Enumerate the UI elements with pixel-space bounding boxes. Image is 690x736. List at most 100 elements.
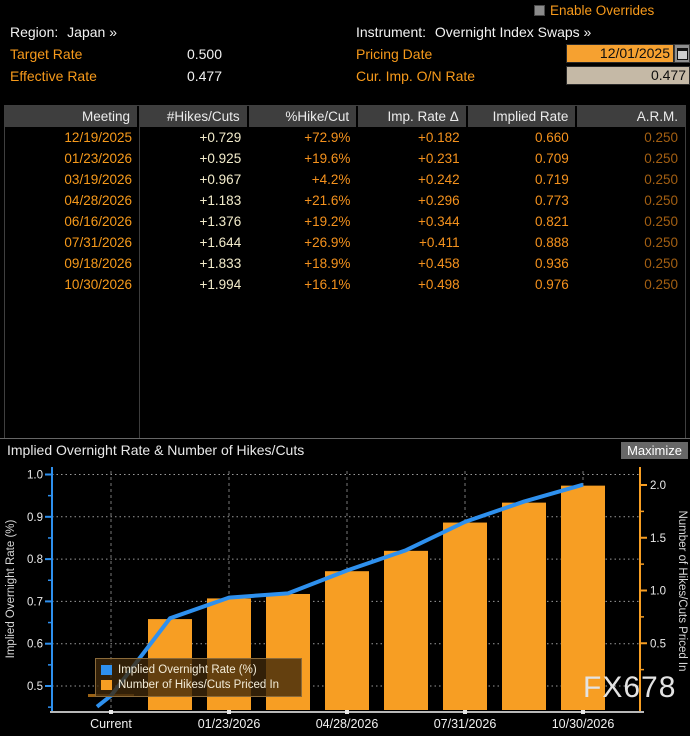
table-row: 03/19/2026 +0.967 +4.2% +0.242 0.719 0.250 [5,169,685,190]
left-tick-label: 0.8 [27,554,43,566]
right-tick-label: 0.5 [650,638,666,650]
table-cell: +0.458 [417,256,460,271]
table-cell: 0.250 [644,256,679,271]
table-row: 04/28/2026 +1.183 +21.6% +0.296 0.773 0.250 [5,190,685,211]
left-tick-label: 0.9 [27,512,43,524]
right-tick-label: 2.0 [650,480,666,492]
effective-rate-label: Effective Rate [10,68,97,84]
table-cell: 0.250 [644,235,679,250]
table-row: 10/30/2026 +1.994 +16.1% +0.498 0.976 0.250 [5,274,685,295]
calendar-button[interactable] [674,44,690,63]
table-cell: 0.821 [535,214,569,229]
column-header: Imp. Rate Δ [358,106,468,127]
table-cell: +0.231 [417,151,460,166]
table-cell: 0.936 [535,256,569,271]
cur-imp-on-rate-input[interactable]: 0.477 [566,66,690,85]
x-tick-label: 01/23/2026 [198,717,261,731]
table-cell: 0.250 [644,151,679,166]
legend-item-line: Implied Overnight Rate (%) [101,662,297,677]
table-cell: +0.967 [199,172,242,187]
table-row: 01/23/2026 +0.925 +19.6% +0.231 0.709 0.250 [5,148,685,169]
enable-overrides-checkbox[interactable] [534,5,545,16]
x-tick-label: 10/30/2026 [552,717,615,731]
table-cell: +19.6% [304,151,351,166]
table-cell: +0.925 [199,151,242,166]
region-selector[interactable]: Region: Japan » [10,23,117,41]
x-tick-label: 07/31/2026 [434,717,497,731]
region-value[interactable]: Japan » [67,24,117,40]
legend-label-line: Implied Overnight Rate (%) [118,663,257,676]
table-cell: 10/30/2026 [64,277,132,292]
x-tick-label: 04/28/2026 [316,717,379,731]
table-cell: +1.644 [199,235,242,250]
column-header: A.R.M. [577,106,685,127]
legend-item-bar: Number of Hikes/Cuts Priced In [101,677,297,692]
table-cell: +0.182 [417,130,460,145]
bar [443,522,487,710]
table-cell: 04/28/2026 [64,193,132,208]
enable-overrides-label: Enable Overrides [550,3,655,18]
x-tick-marker [463,710,467,714]
legend-label-bar: Number of Hikes/Cuts Priced In [118,678,280,691]
column-header: Implied Rate [467,106,578,127]
table-cell: +4.2% [311,172,351,187]
bar-series-swatch-icon [101,679,112,690]
meeting-column-separator [139,106,140,438]
maximize-button[interactable]: Maximize [621,442,688,459]
table-cell: 0.250 [644,277,679,292]
pricing-date-input[interactable]: 12/01/2025 [566,44,674,63]
table-cell: 0.773 [535,193,569,208]
table-cell: +21.6% [304,193,351,208]
left-tick-label: 1.0 [27,470,43,482]
table-cell: +26.9% [304,235,351,250]
table-cell: 0.660 [535,130,569,145]
x-tick-marker [227,710,231,714]
left-tick-label: 0.7 [27,596,43,608]
table-cell: 01/23/2026 [64,151,132,166]
table-cell: 0.709 [535,151,569,166]
x-tick-marker [581,710,585,714]
table-cell: +0.729 [199,130,242,145]
table-cell: 12/19/2025 [64,130,132,145]
cur-imp-on-rate-label: Cur. Imp. O/N Rate [356,68,476,84]
chart-legend: Implied Overnight Rate (%) Number of Hik… [95,658,302,697]
column-header: Meeting [5,106,139,127]
x-tick-marker [109,710,113,714]
instrument-selector[interactable]: Instrument: Overnight Index Swaps » [356,23,591,41]
table-body: 12/19/2025 +0.729 +72.9% +0.182 0.660 0.250 01… [5,127,685,295]
table-cell: 06/16/2026 [64,214,132,229]
right-tick-label: 1.5 [650,533,666,545]
region-label: Region: [10,24,59,40]
table-cell: 0.888 [535,235,569,250]
target-rate-value: 0.500 [186,46,222,62]
left-tick-label: 0.6 [27,639,43,651]
bar [561,485,605,710]
line-series-swatch-icon [101,664,112,675]
left-axis-title: Implied Overnight Rate (%) [5,519,17,658]
effective-rate-value: 0.477 [186,68,222,84]
table-row: 07/31/2026 +1.644 +26.9% +0.411 0.888 0.250 [5,232,685,253]
enable-overrides[interactable]: Enable Overrides [534,3,654,18]
watermark: FX678 [583,671,677,704]
x-tick-marker [345,710,349,714]
table-cell: +1.183 [199,193,242,208]
table-row: 12/19/2025 +0.729 +72.9% +0.182 0.660 0.250 [5,127,685,148]
table-cell: 0.250 [644,193,679,208]
left-tick-label: 0.5 [27,681,43,693]
table-cell: 0.976 [535,277,569,292]
instrument-value[interactable]: Overnight Index Swaps » [434,24,592,40]
table-cell: +0.242 [417,172,460,187]
pricing-date-label: Pricing Date [356,46,433,62]
x-tick-label: Current [90,717,132,731]
table-cell: +0.498 [417,277,460,292]
table-cell: 0.719 [535,172,569,187]
calendar-icon [676,47,688,60]
table-cell: +0.344 [417,214,460,229]
chart-section: Implied Overnight Rate & Number of Hikes… [0,438,690,736]
table-cell: +1.376 [199,214,242,229]
table-cell: 03/19/2026 [64,172,132,187]
right-axis-title: Number of Hikes/Cuts Priced In [676,510,688,671]
bar [384,550,428,710]
column-header: %Hike/Cut [248,106,359,127]
